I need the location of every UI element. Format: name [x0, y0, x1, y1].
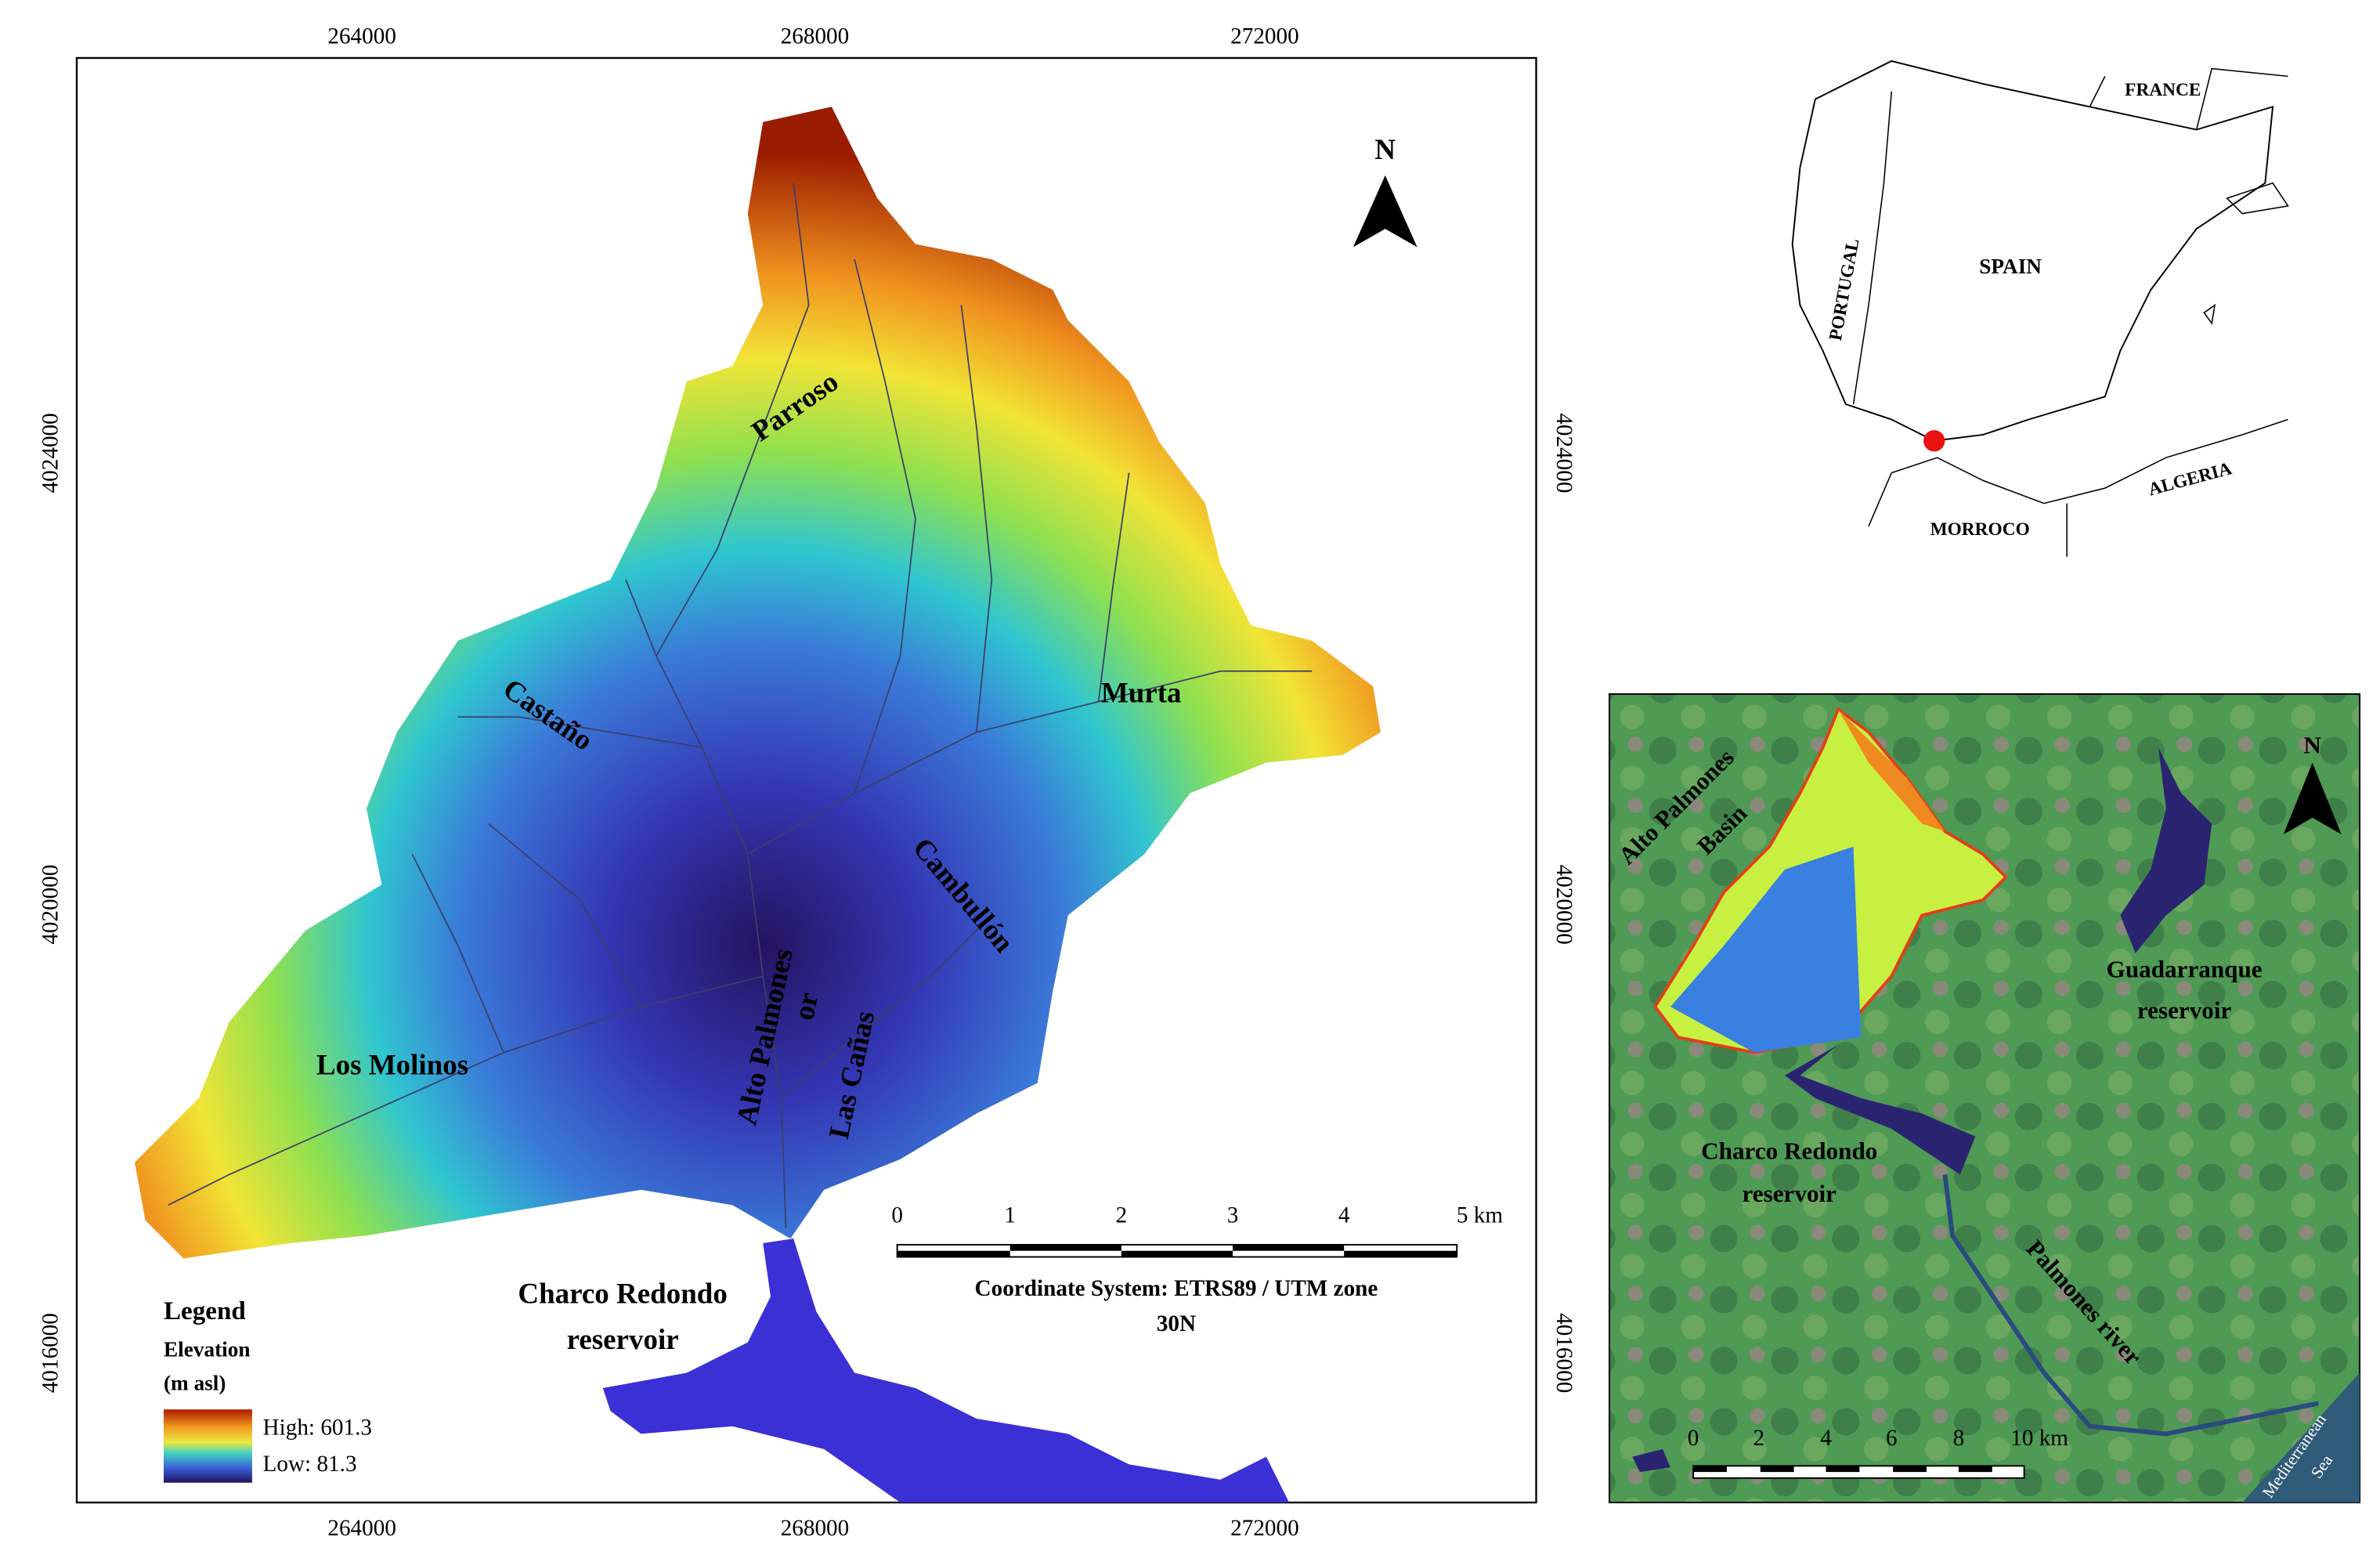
- scale-label: 2: [1116, 1203, 1128, 1228]
- france-border: [2089, 67, 2288, 130]
- legend-unit: (m asl): [164, 1371, 226, 1394]
- x-tick-label: 272000: [1230, 1516, 1299, 1541]
- x-tick-label: 268000: [781, 24, 850, 49]
- reservoir-label: Guadarranque: [2107, 956, 2263, 983]
- x-tick-label: 264000: [327, 24, 396, 49]
- scale-label: 0: [1688, 1426, 1699, 1451]
- coordinate-system: Coordinate System: ETRS89 / UTM zone: [975, 1276, 1378, 1301]
- legend-ramp: [163, 1409, 252, 1483]
- scale-label: 6: [1886, 1426, 1898, 1451]
- scale-label: 2: [1753, 1426, 1765, 1451]
- y-tick-label: 4016000: [38, 1313, 63, 1393]
- x-tick-label: 268000: [781, 1516, 850, 1541]
- basin-highland: [1838, 709, 1945, 832]
- reservoir-label: reservoir: [1743, 1180, 1837, 1207]
- palmones-river: [1942, 1174, 2320, 1437]
- reservoir-label: Charco Redondo: [518, 1278, 727, 1311]
- north-label: N: [2303, 731, 2321, 758]
- country-label: ALGERIA: [2146, 458, 2234, 500]
- north-arrow: [2283, 762, 2342, 835]
- scale-label: 10 km: [2010, 1426, 2068, 1451]
- y-tick-label: 4020000: [1551, 865, 1576, 945]
- north-label: N: [1374, 134, 1396, 166]
- portugal-border: [1852, 91, 1893, 405]
- stream-label: or: [788, 989, 825, 1023]
- satellite-map: Alto Palmones Basin N Guadarranque reser…: [1609, 693, 2361, 1504]
- charco-reservoir: [1784, 1044, 1976, 1175]
- africa-coast: [1868, 418, 2288, 557]
- iberia-outline: [1791, 60, 2274, 442]
- basin-lowland: [1670, 846, 1862, 1053]
- scale-label: 0: [891, 1203, 903, 1228]
- satellite-frame: [1609, 693, 2361, 1504]
- main-map: 264000 268000 272000 264000 268000 27200…: [38, 24, 1576, 1540]
- scale-label: 4: [1820, 1426, 1832, 1451]
- legend-low: Low: 81.3: [263, 1452, 357, 1477]
- stream-network: [168, 183, 1313, 1228]
- scale-bar: [896, 1243, 1458, 1258]
- scale-label: 4: [1338, 1203, 1350, 1228]
- north-arrow: [1353, 175, 1418, 248]
- x-tick-label: 272000: [1230, 24, 1299, 49]
- x-tick-label: 264000: [327, 1516, 396, 1541]
- reservoir-label: reservoir: [2137, 996, 2232, 1024]
- country-label: MORROCO: [1930, 519, 2030, 540]
- legend-high: High: 601.3: [263, 1415, 372, 1440]
- reservoir: [602, 1238, 1290, 1503]
- country-label: SPAIN: [1979, 255, 2042, 278]
- reservoir-label: Charco Redondo: [1701, 1137, 1877, 1164]
- y-tick-label: 4020000: [38, 865, 63, 945]
- guadarranque-reservoir: [2120, 747, 2212, 954]
- reservoir-label: reservoir: [567, 1324, 679, 1356]
- study-site: [1923, 430, 1945, 452]
- islands: [2203, 182, 2289, 325]
- basin-elevation: [134, 107, 1381, 1259]
- y-tick-label: 4024000: [1551, 413, 1576, 493]
- country-label: PORTUGAL: [1826, 237, 1863, 342]
- legend-subtitle: Elevation: [164, 1338, 251, 1361]
- legend-title: Legend: [164, 1297, 246, 1325]
- y-tick-label: 4016000: [1551, 1313, 1576, 1393]
- location-map: FRANCE SPAIN PORTUGAL ALGERIA MORROCO: [1791, 60, 2289, 557]
- coordinate-system: 30N: [1157, 1311, 1196, 1336]
- stream-label: Murta: [1101, 677, 1182, 709]
- stream-label: Los Molinos: [316, 1050, 468, 1082]
- scale-label: 1: [1004, 1203, 1016, 1228]
- scale-label: 3: [1227, 1203, 1239, 1228]
- scale-bar: [1692, 1465, 2025, 1479]
- scale-label: 8: [1953, 1426, 1965, 1451]
- country-label: FRANCE: [2125, 80, 2201, 100]
- sea: [2242, 1372, 2360, 1503]
- scale-label: 5 km: [1457, 1203, 1503, 1228]
- y-tick-label: 4024000: [38, 413, 63, 493]
- water-body: [1632, 1448, 1670, 1473]
